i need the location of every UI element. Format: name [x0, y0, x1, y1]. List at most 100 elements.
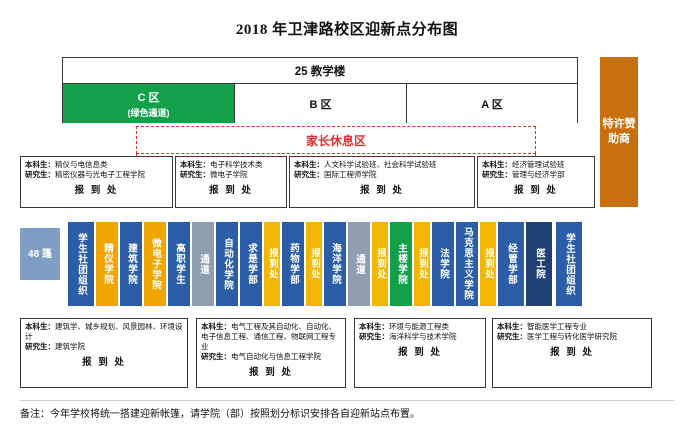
tent-count-label: 48 篷 — [28, 248, 52, 260]
zone-b-label: B 区 — [309, 98, 332, 111]
banner-item: 医工院 — [526, 222, 552, 306]
banner-item: 经管学部 — [498, 222, 524, 306]
info-undergrad-label: 本科生： — [359, 322, 389, 331]
info-undergrad-label: 本科生： — [25, 160, 55, 169]
banner-label: 马克思主义学院 — [462, 227, 473, 301]
info-undergrad-text: 电气工程及其自动化、自动化、电子信息工程、通信工程、物联网工程专业 — [201, 322, 336, 351]
info-undergrad-text: 电子科学技术类 — [210, 160, 263, 169]
info-undergrad-line: 本科生：电气工程及其自动化、自动化、电子信息工程、通信工程、物联网工程专业 — [201, 322, 341, 352]
info-report-label: 报 到 处 — [360, 185, 404, 196]
banner-label: 高职学生 — [174, 243, 185, 285]
info-box-top-2: 本科生：电子科学技术类 研究生：微电子学院 报 到 处 — [175, 156, 287, 208]
info-box-top-3: 本科生：人文科学试验班、社会科学试验班 研究生：国际工程师学院 报 到 处 — [289, 156, 475, 208]
banner-item: 建筑学院 — [120, 222, 142, 306]
info-report-label: 报 到 处 — [209, 185, 253, 196]
banner-item: 报到处 — [480, 222, 496, 306]
info-box-bottom-1: 本科生：建筑学、城乡规划、风景园林、环境设计 研究生：建筑学院 报 到 处 — [20, 318, 188, 388]
info-grad-text: 医学工程与转化医学研究院 — [527, 332, 617, 341]
info-undergrad-label: 本科生： — [201, 322, 231, 331]
banner-item: 通道 — [348, 222, 370, 306]
info-report-label: 报 到 处 — [74, 185, 119, 196]
info-grad-line: 研究生：海洋科学与技术学院 — [359, 332, 481, 342]
info-grad-line: 研究生：国际工程师学院 — [294, 170, 470, 180]
info-grad-label: 研究生： — [25, 342, 55, 351]
banner-label: 法学院 — [438, 248, 449, 280]
banner-item: 主楼学院 — [390, 222, 412, 306]
banner-label: 报到处 — [309, 248, 320, 280]
banner-label: 通道 — [198, 253, 209, 275]
info-report-label: 报 到 处 — [514, 185, 558, 196]
info-grad-line: 研究生：精密仪器与光电子工程学院 — [25, 170, 168, 180]
info-grad-text: 微电子学院 — [210, 170, 248, 179]
info-grad-label: 研究生： — [294, 170, 324, 179]
zone-c: C 区 (绿色通道) — [63, 84, 235, 123]
banner-label: 报到处 — [483, 248, 494, 280]
zone-a: A 区 — [407, 84, 577, 123]
info-grad-line: 研究生：医学工程与转化医学研究院 — [497, 332, 647, 342]
zone-b: B 区 — [235, 84, 407, 123]
banner-label: 报到处 — [267, 248, 278, 280]
banner-item: 自动化学院 — [216, 222, 238, 306]
parents-rest-area: 家长休息区 — [136, 126, 536, 154]
info-report-label: 报 到 处 — [550, 347, 594, 358]
banner-label: 医工院 — [534, 248, 545, 280]
banner-label: 自动化学院 — [222, 237, 233, 291]
info-undergrad-text: 智能医学工程专业 — [527, 322, 587, 331]
building-block: 25 教学楼 C 区 (绿色通道) B 区 A 区 — [62, 57, 578, 123]
info-grad-label: 研究生： — [359, 332, 389, 341]
info-box-bottom-4: 本科生：智能医学工程专业 研究生：医学工程与转化医学研究院 报 到 处 — [492, 318, 652, 388]
info-report-label: 报 到 处 — [398, 347, 442, 358]
info-box-top-1: 本科生：精仪与电信息类 研究生：精密仪器与光电子工程学院 报 到 处 — [20, 156, 173, 208]
info-grad-text: 精密仪器与光电子工程学院 — [55, 170, 145, 179]
info-undergrad-line: 本科生：电子科学技术类 — [180, 160, 282, 170]
info-undergrad-line: 本科生：建筑学、城乡规划、风景园林、环境设计 — [25, 322, 183, 342]
info-undergrad-text: 人文科学试验班、社会科学试验班 — [324, 160, 437, 169]
info-undergrad-line: 本科生：智能医学工程专业 — [497, 322, 647, 332]
building-name: 25 教学楼 — [63, 58, 577, 84]
banner-strip: 学生社团组织 精仪学院 建筑学院 微电子学院 高职学生 通道 自动化学院 求是学部 报到处 药物学… — [20, 222, 672, 306]
banner-item: 报到处 — [264, 222, 280, 306]
banner-item: 通道 — [192, 222, 214, 306]
info-report-label: 报 到 处 — [249, 367, 293, 378]
banner-label: 精仪学院 — [102, 243, 113, 285]
banner-label: 学生社团组织 — [76, 232, 87, 296]
info-grad-line: 研究生：电气自动化与信息工程学院 — [201, 352, 341, 362]
info-grad-text: 海洋科学与技术学院 — [389, 332, 457, 341]
banner-item: 学生社团组织 — [68, 222, 94, 306]
zone-a-label: A 区 — [481, 98, 503, 111]
info-grad-label: 研究生： — [201, 352, 231, 361]
info-grad-label: 研究生： — [25, 170, 55, 179]
banner-item: 报到处 — [414, 222, 430, 306]
info-box-bottom-3: 本科生：环境与能源工程类 研究生：海洋科学与技术学院 报 到 处 — [354, 318, 486, 388]
sponsor-banner: 特许赞助商 — [600, 57, 638, 207]
zone-c-label: C 区 — [137, 91, 160, 104]
info-undergrad-label: 本科生： — [482, 160, 512, 169]
info-grad-line: 研究生：建筑学院 — [25, 342, 183, 352]
info-grad-label: 研究生： — [497, 332, 527, 341]
banner-label: 报到处 — [375, 248, 386, 280]
info-undergrad-line: 本科生：经济管理试验班 — [482, 160, 590, 170]
info-grad-text: 建筑学院 — [55, 342, 85, 351]
info-undergrad-text: 精仪与电信息类 — [55, 160, 108, 169]
banner-label: 通道 — [354, 253, 365, 275]
banner-label: 建筑学院 — [126, 243, 137, 285]
info-undergrad-label: 本科生： — [25, 322, 55, 331]
banner-item: 微电子学院 — [144, 222, 166, 306]
zone-c-sublabel: (绿色通道) — [127, 107, 170, 118]
footer-note: 备注：今年学校将统一搭建迎新帐篷，请学院（部）按照划分标识安排各自迎新站点布置。 — [20, 409, 420, 420]
info-box-top-4: 本科生：经济管理试验班 研究生：管理与经济学部 报 到 处 — [477, 156, 595, 208]
info-grad-label: 研究生： — [180, 170, 210, 179]
info-report-label: 报 到 处 — [82, 357, 126, 368]
banner-label: 药物学部 — [288, 243, 299, 285]
banner-item: 高职学生 — [168, 222, 190, 306]
sponsor-label: 特许赞助商 — [602, 118, 636, 145]
banner-item: 报到处 — [306, 222, 322, 306]
banner-item: 马克思主义学院 — [456, 222, 478, 306]
banner-item: 药物学部 — [282, 222, 304, 306]
info-grad-text: 电气自动化与信息工程学院 — [231, 352, 321, 361]
info-grad-label: 研究生： — [482, 170, 512, 179]
banner-label: 求是学部 — [246, 243, 257, 285]
banner-label: 微电子学院 — [150, 237, 161, 291]
page-title: 2018 年卫津路校区迎新点分布图 — [235, 22, 459, 38]
banner-label: 经管学部 — [506, 243, 517, 285]
